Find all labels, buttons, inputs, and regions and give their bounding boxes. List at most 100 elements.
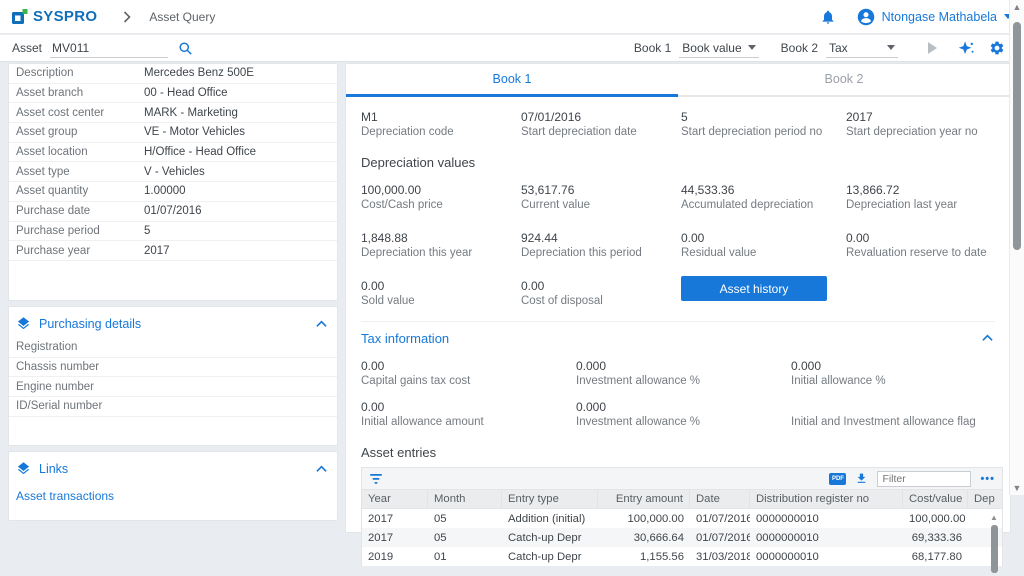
- table-cell: 0000000010: [756, 531, 819, 544]
- table-row[interactable]: 2017 05 Catch-up Depr 30,666.64 01/07/2016 00…: [362, 528, 1002, 547]
- search-icon[interactable]: [178, 41, 193, 56]
- tab-book-1[interactable]: Book 1: [346, 64, 678, 97]
- bell-icon[interactable]: [820, 9, 836, 25]
- field-label: Asset group: [16, 126, 78, 139]
- layers-icon: [17, 317, 30, 330]
- collapse-chevron-icon[interactable]: [316, 465, 327, 473]
- field-value: MARK - Marketing: [144, 106, 238, 119]
- table-cell: 05: [434, 512, 447, 525]
- stat-value: 1,848.88: [361, 231, 408, 245]
- grid-scrollbar-thumb[interactable]: [990, 525, 998, 573]
- table-cell: Addition (initial): [508, 512, 586, 525]
- asset-history-button[interactable]: Asset history: [681, 276, 827, 301]
- column-header[interactable]: Entry amount: [598, 490, 690, 508]
- column-header[interactable]: Distribution register no: [750, 490, 903, 508]
- stat-label: Start depreciation date: [521, 126, 637, 138]
- stat-label: Start depreciation year no: [846, 126, 978, 138]
- table-cell: 1,155.56: [640, 550, 684, 563]
- column-header[interactable]: Entry type: [502, 490, 598, 508]
- stat-value: 0.00: [681, 231, 705, 245]
- filter-funnel-icon[interactable]: [369, 473, 383, 485]
- field-label: Asset branch: [16, 87, 84, 100]
- chevron-down-icon: [747, 45, 756, 50]
- depreciation-values-heading: Depreciation values: [361, 155, 476, 170]
- column-header[interactable]: Cost/value: [903, 490, 968, 508]
- pdf-export-icon[interactable]: PDF: [829, 472, 847, 485]
- book1-select[interactable]: Book value: [679, 39, 759, 58]
- field-label: Purchase date: [16, 205, 91, 218]
- table-row[interactable]: 2017 05 Addition (initial) 100,000.00 01/07/…: [362, 509, 1002, 528]
- field-row: Purchase period 5: [9, 222, 337, 242]
- download-icon[interactable]: [855, 472, 868, 485]
- stat-value: M1: [361, 110, 378, 124]
- user-menu[interactable]: Ntongase Mathabela: [857, 8, 1012, 26]
- stat-value: 5: [681, 110, 688, 124]
- book1-selected-value: Book value: [682, 40, 742, 55]
- stat-label: Start depreciation period no: [681, 126, 823, 138]
- stat-label: Depreciation last year: [846, 199, 958, 211]
- links-title: Links: [39, 461, 69, 476]
- more-options-icon[interactable]: •••: [980, 472, 995, 485]
- grid-filter-input[interactable]: [877, 470, 972, 487]
- field-row: Purchase date 01/07/2016: [9, 202, 337, 222]
- stat-item: 100,000.00 Cost/Cash price: [361, 183, 521, 211]
- page-scrollbar-thumb[interactable]: [1013, 22, 1021, 250]
- field-value: 00 - Head Office: [144, 87, 228, 100]
- table-cell: 2017: [368, 531, 394, 544]
- chevron-down-icon: [887, 45, 895, 50]
- field-label: ID/Serial number: [16, 400, 103, 413]
- field-label: Asset type: [16, 165, 70, 178]
- stat-item: 0.000 Investment allowance %: [576, 359, 791, 387]
- stat-label: Investment allowance %: [576, 416, 701, 428]
- table-cell: 2019: [368, 550, 394, 563]
- tax-information-section: Tax information 0.00 Capital gains tax co…: [361, 321, 995, 428]
- column-header[interactable]: Dep: [974, 493, 995, 505]
- field-row: Asset location H/Office - Head Office: [9, 143, 337, 163]
- depreciation-info-row: M1 Depreciation code 07/01/2016 Start depre…: [361, 110, 995, 138]
- collapse-chevron-icon[interactable]: [316, 320, 327, 328]
- stat-label: Initial allowance %: [791, 375, 886, 387]
- chevron-down-icon: [1004, 14, 1012, 19]
- scroll-up-icon[interactable]: ▲: [990, 513, 998, 522]
- stat-value: 0.000: [791, 359, 822, 373]
- links-card: Links Asset transactions: [8, 451, 338, 521]
- sparkle-icon[interactable]: [958, 40, 975, 57]
- stat-label: Capital gains tax cost: [361, 375, 471, 387]
- stat-value: 100,000.00: [361, 183, 422, 197]
- field-row: Asset group VE - Motor Vehicles: [9, 123, 337, 143]
- user-name: Ntongase Mathabela: [881, 9, 997, 24]
- field-label: Purchase period: [16, 224, 100, 237]
- stat-label: Depreciation this period: [521, 247, 642, 259]
- scroll-up-icon[interactable]: ▲: [1012, 2, 1022, 12]
- asset-entries-heading: Asset entries: [361, 445, 437, 460]
- grid-body: 2017 05 Addition (initial) 100,000.00 01/07/…: [361, 509, 1003, 566]
- stat-label: Depreciation this year: [361, 247, 473, 259]
- page-scrollbar[interactable]: ▲ ▼: [1009, 0, 1024, 495]
- column-header[interactable]: Date: [690, 490, 750, 508]
- depreciation-values-row-2: 1,848.88 Depreciation this year 924.44 Depr…: [361, 231, 995, 259]
- table-row[interactable]: 2019 01 Catch-up Depr 1,155.56 31/03/2018 000…: [362, 547, 1002, 566]
- tab-book-2[interactable]: Book 2: [678, 64, 1010, 97]
- book2-label: Book 2: [780, 41, 818, 55]
- book2-select[interactable]: Tax: [826, 39, 898, 58]
- column-header[interactable]: Month: [428, 490, 502, 508]
- stat-item: M1 Depreciation code: [361, 110, 521, 138]
- stat-item: 0.00 Initial allowance amount: [361, 400, 576, 428]
- scroll-down-icon[interactable]: ▼: [1012, 483, 1022, 493]
- stat-item: 44,533.36 Accumulated depreciation: [681, 183, 846, 211]
- asset-label: Asset: [12, 41, 43, 55]
- stat-value: 13,866.72: [846, 183, 900, 197]
- grid-scrollbar[interactable]: ▲: [988, 514, 1000, 576]
- field-row: Description Mercedes Benz 500E: [9, 64, 337, 84]
- column-header[interactable]: Year: [362, 490, 428, 508]
- asset-input[interactable]: [50, 38, 169, 58]
- table-cell: 05: [434, 531, 447, 544]
- play-icon[interactable]: [928, 42, 937, 54]
- collapse-chevron-icon[interactable]: [982, 334, 993, 342]
- link-item[interactable]: Asset transactions: [16, 489, 115, 503]
- purchasing-details-list: Registration Chassis number Engine number I…: [9, 338, 337, 417]
- stat-label: Depreciation code: [361, 126, 454, 138]
- table-cell: 01/07/2016: [696, 512, 750, 525]
- gear-icon[interactable]: [989, 40, 1005, 56]
